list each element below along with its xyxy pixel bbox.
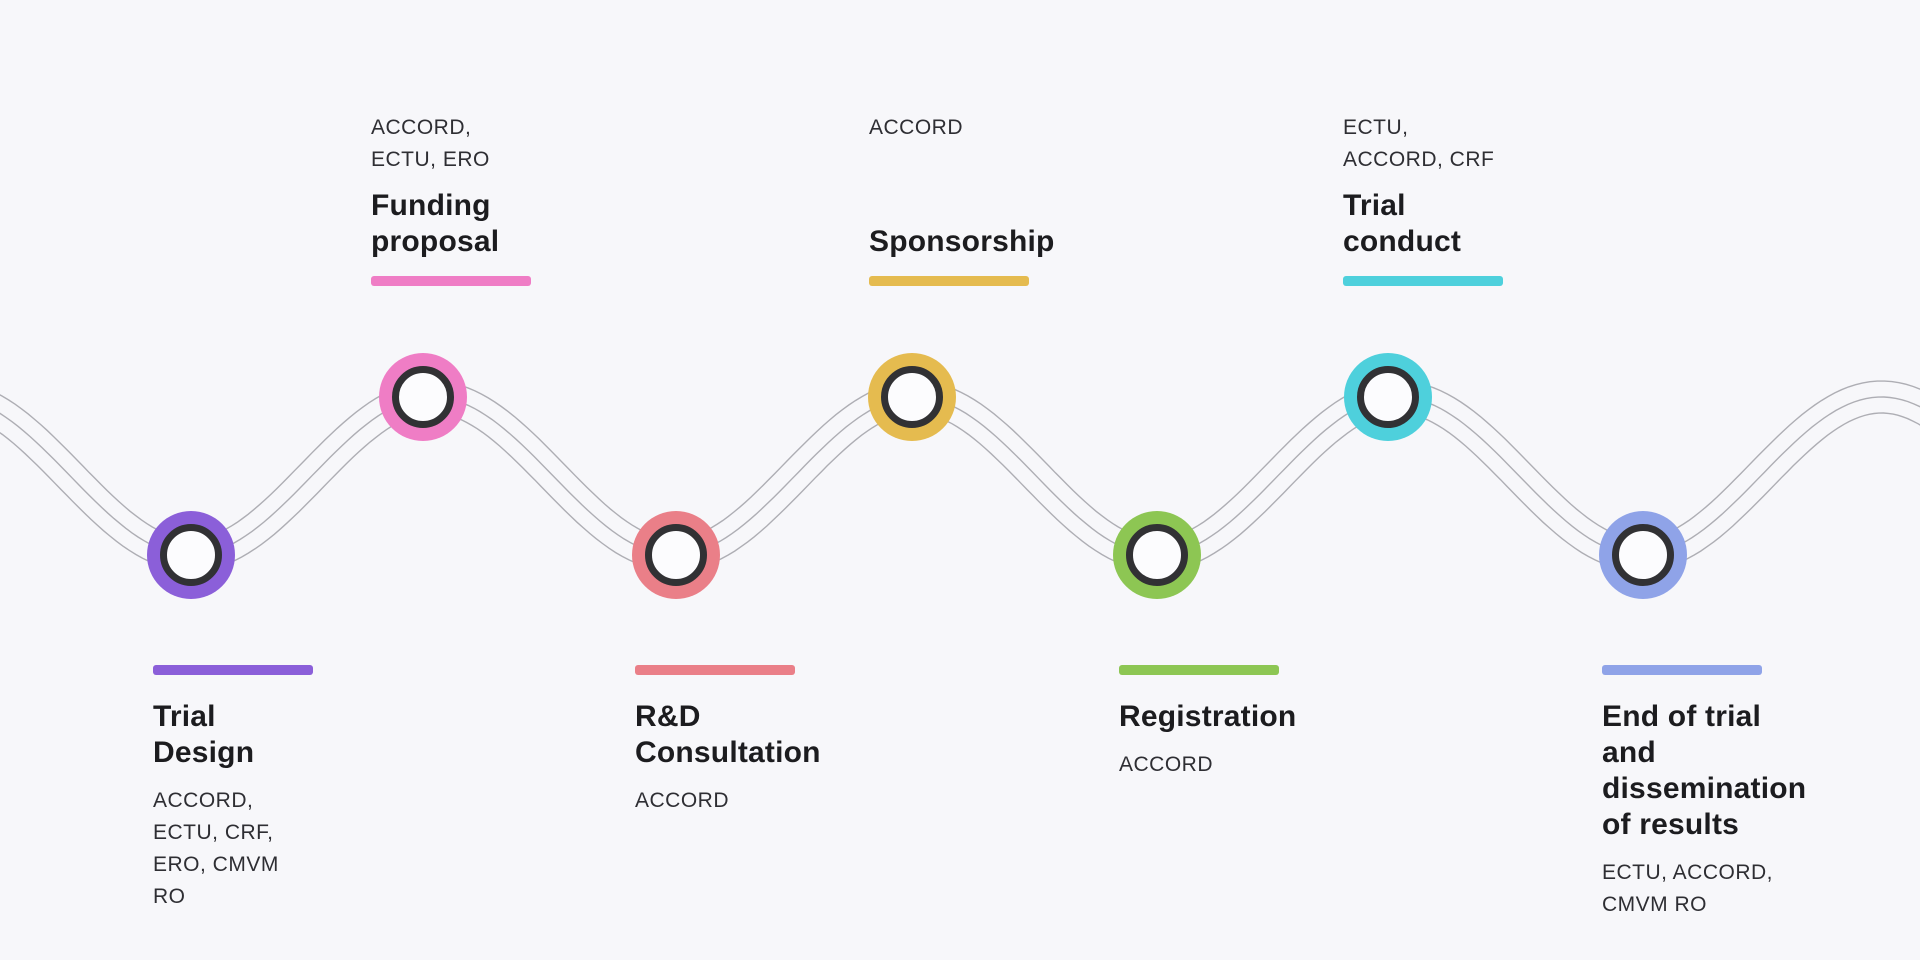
stage-label: ACCORD Registration (1119, 665, 1296, 781)
stage-node-core-icon (1357, 366, 1419, 428)
stage-node-icon (632, 511, 720, 599)
stage-title: Registration (1119, 700, 1297, 733)
stage-label: ACCORD, ECTU, CRF, ERO, CMVM RO Trial De… (153, 665, 313, 913)
stage-node-core-icon (160, 524, 222, 586)
stage-label: ACCORD Sponsorship (869, 112, 1055, 286)
stage-title: Funding proposal (371, 189, 500, 258)
stage-underline-bar (1119, 665, 1279, 675)
stage-node-icon (1113, 511, 1201, 599)
stage-underline-bar (1602, 665, 1762, 675)
stage-node-icon (1344, 353, 1432, 441)
stage-node-core-icon (881, 366, 943, 428)
stage-title: Sponsorship (869, 225, 1055, 258)
stage-organisations: ACCORD, ECTU, ERO (371, 116, 490, 171)
stage-organisations: ACCORD (869, 116, 964, 139)
stage-organisations: ACCORD (635, 789, 730, 812)
stage-label: ACCORD R&D Consultation (635, 665, 821, 817)
stage-underline-bar (635, 665, 795, 675)
stage-node-core-icon (1126, 524, 1188, 586)
stage-label: ECTU, ACCORD, CRF Trial conduct (1343, 112, 1503, 286)
stage-organisations: ECTU, ACCORD, CRF (1343, 116, 1495, 171)
stage-node-core-icon (645, 524, 707, 586)
stage-title: R&D Consultation (635, 700, 821, 769)
stage-title: Trial Design (153, 700, 255, 769)
stage-underline-bar (153, 665, 313, 675)
stage-underline-bar (869, 276, 1029, 286)
stage-node-icon (147, 511, 235, 599)
stage-organisations: ECTU, ACCORD, CMVM RO (1602, 861, 1774, 916)
stage-node-icon (379, 353, 467, 441)
stage-node-core-icon (392, 366, 454, 428)
stage-node-icon (1599, 511, 1687, 599)
stage-node-icon (868, 353, 956, 441)
stage-underline-bar (1343, 276, 1503, 286)
stage-organisations: ACCORD, ECTU, CRF, ERO, CMVM RO (153, 789, 279, 908)
stage-label: ACCORD, ECTU, ERO Funding proposal (371, 112, 531, 286)
stage-underline-bar (371, 276, 531, 286)
stage-title: Trial conduct (1343, 189, 1462, 258)
stage-label: ECTU, ACCORD, CMVM RO End of trial and d… (1602, 665, 1806, 921)
stage-title: End of trial and dissemination of result… (1602, 700, 1807, 841)
stage-node-core-icon (1612, 524, 1674, 586)
stage-organisations: ACCORD (1119, 753, 1214, 776)
